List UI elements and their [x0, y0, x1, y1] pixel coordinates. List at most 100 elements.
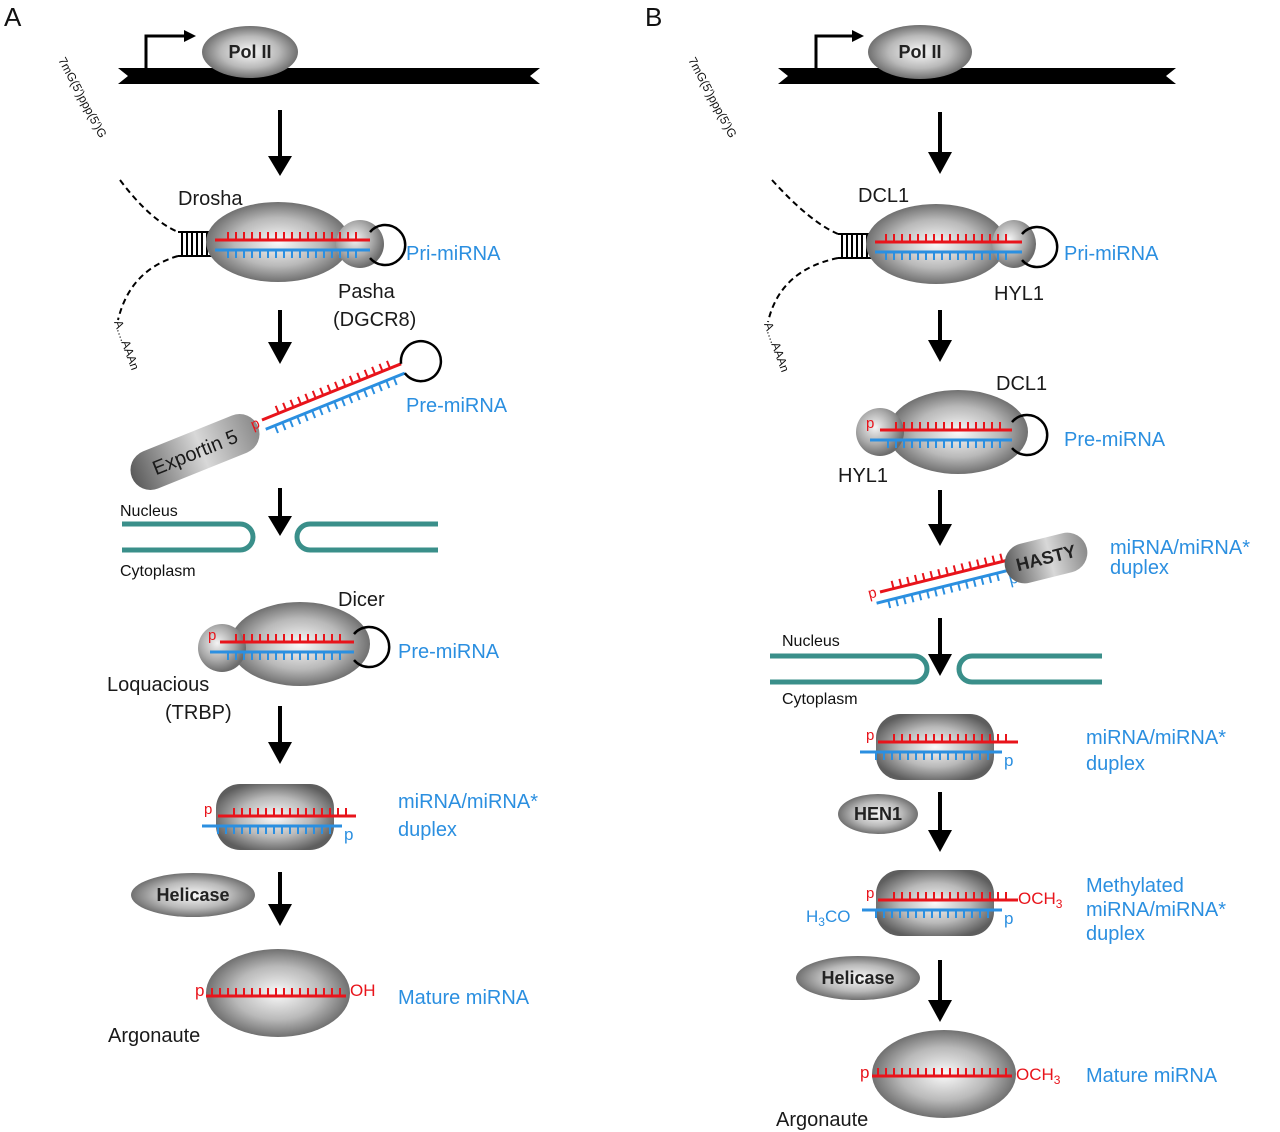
mature-strand-b: p OCH3 [860, 1063, 1061, 1087]
drosha-a [206, 202, 350, 282]
dicer-duplex-a: p [208, 625, 391, 669]
loquacious-a [198, 624, 246, 672]
drosha-label: Drosha [178, 188, 243, 210]
panel-b: Pol II 7mG(5′)ppp(5′)G A....AAAn [685, 25, 1250, 1131]
duplex-strands-b: p p [860, 727, 1018, 770]
och3-label-b1: OCH3 [1018, 889, 1063, 911]
hen1-b [838, 794, 918, 834]
pri-duplex-a [215, 223, 407, 267]
cap-label-a: 7mG(5′)ppp(5′)G [55, 55, 109, 140]
p-label-b4: p [866, 727, 874, 744]
p-label-a3: p [204, 801, 212, 818]
dcl1-label-2: DCL1 [996, 373, 1047, 395]
p-label-b5: p [1004, 751, 1013, 770]
mature-mirna-label-a: Mature miRNA [398, 987, 530, 1009]
pri-duplex-b [875, 225, 1059, 269]
p-label-a2: p [208, 627, 216, 644]
helicase-label-a: Helicase [156, 885, 229, 905]
pri-mirna-label-b: Pri-miRNA [1064, 243, 1159, 265]
och3-label-b2: OCH3 [1016, 1065, 1061, 1087]
pol-ii-label-a: Pol II [228, 42, 271, 62]
p-label-b8: p [860, 1063, 869, 1082]
arrows-a [268, 110, 292, 926]
duplex-label-b2: duplex [1110, 557, 1169, 579]
hyl1-label-1: HYL1 [994, 283, 1044, 305]
mature-mirna-label-b: Mature miRNA [1086, 1065, 1218, 1087]
argonaute-b [872, 1030, 1016, 1118]
pri-3p-tail-b [767, 257, 839, 323]
p-label-a5: p [195, 981, 204, 1000]
argonaute-label-a: Argonaute [108, 1025, 200, 1047]
duplex-label-b4: duplex [1086, 753, 1145, 775]
helicase-a [131, 873, 255, 917]
gene-dna-b [778, 68, 1176, 84]
pri-5p-tail-a [119, 179, 179, 233]
duplex-protein-b [876, 714, 994, 780]
pre-duplex-b: p [866, 413, 1049, 457]
helicase-label-b: Helicase [821, 968, 894, 988]
pol-ii-b [868, 25, 972, 79]
argonaute-a [206, 949, 350, 1037]
hyl1-label-2: HYL1 [838, 465, 888, 487]
pol-ii-a [202, 26, 298, 78]
pre-mirna-label-a2: Pre-miRNA [398, 641, 500, 663]
h3co-label: H3CO [806, 907, 850, 929]
nucleus-label-a: Nucleus [120, 503, 178, 520]
hasty-b: HASTY [1004, 532, 1088, 584]
cytoplasm-label-b: Cytoplasm [782, 691, 858, 708]
dgcr8-label: (DGCR8) [333, 309, 416, 331]
p-label-b6: p [866, 885, 874, 902]
methylated-protein-b [876, 870, 994, 936]
duplex-strands-a: p p [202, 801, 356, 844]
panel-a: Pol II 7mG(5′)ppp(5′)G A....AAAn [55, 26, 540, 1047]
exportin-5-a: Exportin 5 [130, 414, 260, 490]
hyl1-b2 [856, 408, 904, 456]
duplex-label-b6: duplex [1086, 923, 1145, 945]
nucleus-label-b: Nucleus [782, 633, 840, 650]
duplex-label-b1: miRNA/miRNA* [1110, 537, 1250, 559]
pri-3p-tail-a [117, 255, 179, 321]
duplex-label-a1: miRNA/miRNA* [398, 791, 538, 813]
methylated-label: Methylated [1086, 875, 1184, 897]
p-label-a4: p [344, 825, 353, 844]
trbp-label: (TRBP) [165, 702, 232, 724]
panel-label-a: A [4, 2, 22, 32]
hasty-duplex-b: p p [866, 553, 1020, 609]
nuclear-envelope-a [122, 521, 438, 553]
duplex-label-b5: miRNA/miRNA* [1086, 899, 1226, 921]
p-label-b7: p [1004, 909, 1013, 928]
panel-label-b: B [645, 2, 662, 32]
pol-ii-label-b: Pol II [898, 42, 941, 62]
dcl1-b2 [888, 390, 1028, 474]
promoter-arrow-b [814, 34, 852, 68]
mature-strand-a: p OH [195, 981, 376, 1000]
cytoplasm-label-a: Cytoplasm [120, 563, 196, 580]
helicase-b [796, 956, 920, 1000]
duplex-label-b3: miRNA/miRNA* [1086, 727, 1226, 749]
cap-label-b: 7mG(5′)ppp(5′)G [685, 55, 739, 140]
dicer-label: Dicer [338, 589, 385, 611]
p-label-b2: p [866, 584, 878, 603]
pre-mirna-hairpin-a: p [248, 340, 443, 434]
dcl1-b1 [866, 204, 1006, 284]
loquacious-label: Loquacious [107, 674, 209, 696]
pasha-label: Pasha [338, 281, 396, 303]
pre-mirna-label-b: Pre-miRNA [1064, 429, 1166, 451]
pri-5p-tail-b [771, 179, 839, 235]
argonaute-label-b: Argonaute [776, 1109, 868, 1131]
polya-label-b: A....AAAn [761, 320, 792, 374]
pri-mirna-label-a: Pri-miRNA [406, 243, 501, 265]
methylated-strands-b: p p OCH3 H3CO [806, 885, 1063, 929]
polya-label-a: A....AAAn [111, 318, 142, 372]
p-label-b1: p [866, 415, 874, 432]
arrows-b [928, 112, 952, 1022]
dicer-a [230, 602, 370, 686]
hen1-label: HEN1 [854, 804, 902, 824]
oh-label-a: OH [350, 981, 376, 1000]
nuclear-envelope-b [770, 653, 1102, 685]
duplex-label-a2: duplex [398, 819, 457, 841]
pre-mirna-label-a1: Pre-miRNA [406, 395, 508, 417]
gene-dna-a [118, 68, 540, 84]
promoter-arrow-a [144, 34, 184, 68]
